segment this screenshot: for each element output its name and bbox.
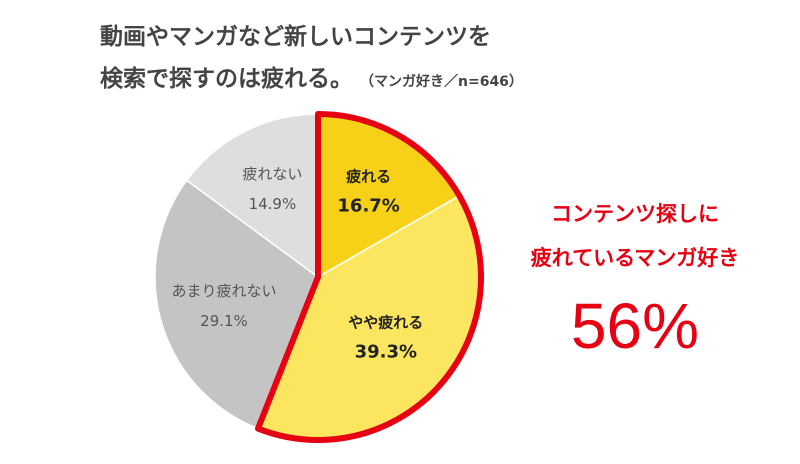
slice-label-4: 疲れない [242,165,302,183]
callout-value: 56% [570,290,700,362]
title-line-2: 検索で探すのは疲れる。 （マンガ好き／n=646） [100,58,523,103]
slice-label-2: やや疲れる [348,314,423,332]
sample-note: （マンガ好き／n=646） [367,74,523,90]
slice-value-3: 29.1% [200,312,248,330]
highlight-outline [254,111,484,443]
pie-slice-3 [154,179,319,430]
callout-line-2: 疲れているマンガ好き [530,246,740,270]
slice-value-1: 16.7% [337,196,399,217]
title-line-2-text: 検索で探すのは疲れる。 [100,66,353,92]
pie-slice-4 [185,113,319,279]
callout: コンテンツ探しに 疲れているマンガ好き 56% [500,192,770,366]
callout-line-1: コンテンツ探しに [551,202,719,226]
slice-label-3: あまり疲れない [171,282,276,300]
slice-value-2: 39.3% [355,342,417,363]
slice-value-4: 14.9% [249,195,297,213]
slice-label-1: 疲れる [346,168,391,186]
title-line-1: 動画やマンガなど新しいコンテンツを [100,24,491,50]
chart-title: 動画やマンガなど新しいコンテンツを 検索で探すのは疲れる。 （マンガ好き／n=64… [100,16,523,103]
